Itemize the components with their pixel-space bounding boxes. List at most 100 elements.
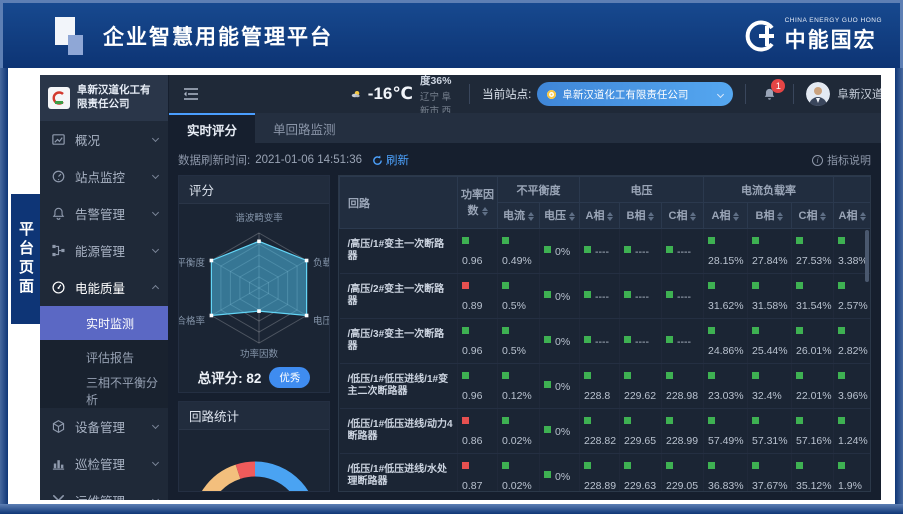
status-dot-icon bbox=[624, 372, 631, 380]
col-header[interactable]: A相 bbox=[703, 202, 748, 229]
metric-cell: 229.62 bbox=[619, 363, 662, 409]
page-side-tag: 平台页面 bbox=[11, 194, 40, 324]
chevron-down-icon bbox=[151, 208, 160, 217]
tab-bar: 实时评分 单回路监测 bbox=[168, 113, 881, 143]
status-dot-icon bbox=[752, 282, 759, 290]
sidebar-item-label: 告警管理 bbox=[75, 208, 126, 222]
status-dot-icon bbox=[666, 246, 673, 254]
sort-icon[interactable] bbox=[528, 209, 534, 224]
status-dot-icon bbox=[624, 246, 631, 254]
maintenance-icon bbox=[50, 493, 66, 500]
metric-cell: 0% bbox=[539, 363, 580, 409]
sidebar-item-2[interactable]: 告警管理 bbox=[40, 195, 168, 232]
metric-cell: 28.15% bbox=[703, 228, 748, 274]
sidebar-item-6[interactable]: 巡检管理 bbox=[40, 445, 168, 482]
metric-cell: 37.67% bbox=[747, 453, 792, 491]
sidebar-collapse-icon[interactable] bbox=[183, 87, 199, 101]
sort-icon[interactable] bbox=[607, 209, 614, 224]
sidebar-item-5[interactable]: 设备管理 bbox=[40, 408, 168, 445]
status-dot-icon bbox=[796, 237, 803, 245]
status-dot-icon bbox=[838, 372, 845, 380]
col-header[interactable]: A相 bbox=[833, 202, 870, 229]
circuits-table: 回路 功率因数 不平衡度 电压 电流负载率 电流 电压 A相 B相 C相 A相 B相 C相 A相… bbox=[338, 175, 871, 492]
chevron-down-icon bbox=[151, 458, 160, 467]
table-scrollbar[interactable] bbox=[865, 230, 869, 282]
sidebar-item-0[interactable]: 概况 bbox=[40, 121, 168, 158]
divider bbox=[793, 84, 795, 104]
col-header-power-factor[interactable]: 功率因数 bbox=[457, 176, 498, 229]
status-dot-icon bbox=[584, 417, 591, 425]
sort-icon[interactable] bbox=[648, 209, 655, 224]
metric-cell: 57.49% bbox=[703, 408, 748, 454]
table-row: /低压/1#低压进线/动力4断路器 0.86 0.02% 0% 228.82 229.65… bbox=[339, 408, 870, 454]
user-avatar[interactable] bbox=[806, 82, 831, 106]
sort-icon[interactable] bbox=[569, 209, 575, 224]
tab-realtime-score[interactable]: 实时评分 bbox=[169, 113, 256, 143]
status-dot-icon bbox=[462, 327, 469, 335]
status-dot-icon bbox=[502, 462, 509, 470]
col-header[interactable]: A相 bbox=[579, 202, 620, 229]
sort-icon[interactable] bbox=[733, 209, 740, 224]
user-name[interactable]: 阜新汉道化工有限责任公司 bbox=[837, 89, 881, 101]
status-dot-icon bbox=[666, 291, 673, 299]
circuit-name: /低压/1#低压进线/水处理断路器 bbox=[339, 453, 458, 491]
sidebar-subitem-1[interactable]: 评估报告 bbox=[86, 350, 135, 365]
refresh-button[interactable]: 刷新 bbox=[372, 152, 409, 168]
sidebar-menu: 概况 站点监控告警管理能源管理 电能质量 实时监测评估报告三相不平衡分析 设备管理 巡检管… bbox=[40, 121, 168, 500]
col-header[interactable]: B相 bbox=[747, 202, 792, 229]
col-header[interactable]: C相 bbox=[661, 202, 704, 229]
sidebar-submenu: 实时监测评估报告三相不平衡分析 bbox=[40, 306, 168, 408]
col-header[interactable]: 电压 bbox=[539, 202, 580, 229]
grade-badge[interactable]: 优秀 bbox=[269, 366, 311, 388]
sidebar-subitem-0[interactable]: 实时监测 bbox=[40, 306, 168, 340]
status-dot-icon bbox=[502, 282, 509, 290]
sidebar-item-1[interactable]: 站点监控 bbox=[40, 158, 168, 195]
status-dot-icon bbox=[708, 282, 715, 290]
metric-cell: ---- bbox=[619, 228, 662, 274]
sort-icon[interactable] bbox=[777, 209, 784, 224]
status-dot-icon bbox=[584, 462, 591, 470]
sidebar-item-4[interactable]: 电能质量 bbox=[40, 269, 168, 306]
brand-subtext: CHINA ENERGY GUO HONG bbox=[784, 17, 882, 24]
metric-cell: 229.63 bbox=[619, 453, 662, 491]
metric-cell: 0% bbox=[539, 453, 580, 491]
metric-cell: 0.96 bbox=[457, 318, 498, 364]
col-header[interactable]: C相 bbox=[791, 202, 834, 229]
radar-chart: 谐波畸变率负载率电压平衡功率因数 合格率 不平衡度 bbox=[179, 212, 329, 360]
metric-cell: 57.16% bbox=[791, 408, 834, 454]
sort-icon[interactable] bbox=[481, 204, 488, 219]
circuit-name: /高压/1#变主一次断路器 bbox=[339, 228, 458, 274]
sidebar-item-7[interactable]: 运维管理 bbox=[40, 482, 168, 500]
metric-cell: ---- bbox=[579, 273, 620, 319]
sort-icon[interactable] bbox=[820, 209, 827, 224]
sidebar-item-3[interactable]: 能源管理 bbox=[40, 232, 168, 269]
col-header[interactable]: 电流 bbox=[497, 202, 540, 229]
col-header[interactable]: B相 bbox=[619, 202, 662, 229]
sort-icon[interactable] bbox=[860, 209, 867, 224]
status-dot-icon bbox=[796, 462, 803, 470]
weather-icon bbox=[351, 90, 360, 98]
indicator-help-link[interactable]: i 指标说明 bbox=[812, 152, 871, 168]
sort-icon[interactable] bbox=[690, 209, 697, 224]
status-dot-icon bbox=[708, 462, 715, 470]
status-dot-icon bbox=[752, 327, 759, 335]
frame-left-border bbox=[0, 68, 8, 514]
status-dot-icon bbox=[796, 372, 803, 380]
station-selector[interactable]: 阜新汉道化工有限责任公司 bbox=[537, 82, 734, 106]
notifications-button[interactable]: 1 bbox=[762, 79, 786, 102]
platform-logo-icon bbox=[55, 15, 89, 57]
table-row: /高压/2#变主一次断路器 0.89 0.5% 0% ---- ---- ---- 31.62… bbox=[339, 273, 870, 319]
table-row: /高压/1#变主一次断路器 0.96 0.49% 0% ---- ---- ---- 28.1… bbox=[339, 228, 870, 274]
chevron-down-icon bbox=[717, 90, 725, 98]
sidebar-subitem-2[interactable]: 三相不平衡分析 bbox=[86, 376, 159, 407]
main-area: -16℃ 多云 湿度36% 辽宁 阜新市 西北风 7级 当前站点: 阜新汉道化工… bbox=[168, 75, 881, 500]
status-dot-icon bbox=[708, 417, 715, 425]
metric-cell: ---- bbox=[619, 318, 662, 364]
metric-cell: 2.57% bbox=[833, 273, 870, 319]
circuit-name: /低压/1#低压进线/1#变主二次断路器 bbox=[339, 363, 458, 409]
metric-cell: 0.12% bbox=[497, 363, 540, 409]
metric-cell: 229.05 bbox=[661, 453, 704, 491]
status-dot-icon bbox=[752, 372, 759, 380]
tab-single-circuit[interactable]: 单回路监测 bbox=[273, 122, 336, 137]
status-dot-icon bbox=[666, 336, 673, 344]
